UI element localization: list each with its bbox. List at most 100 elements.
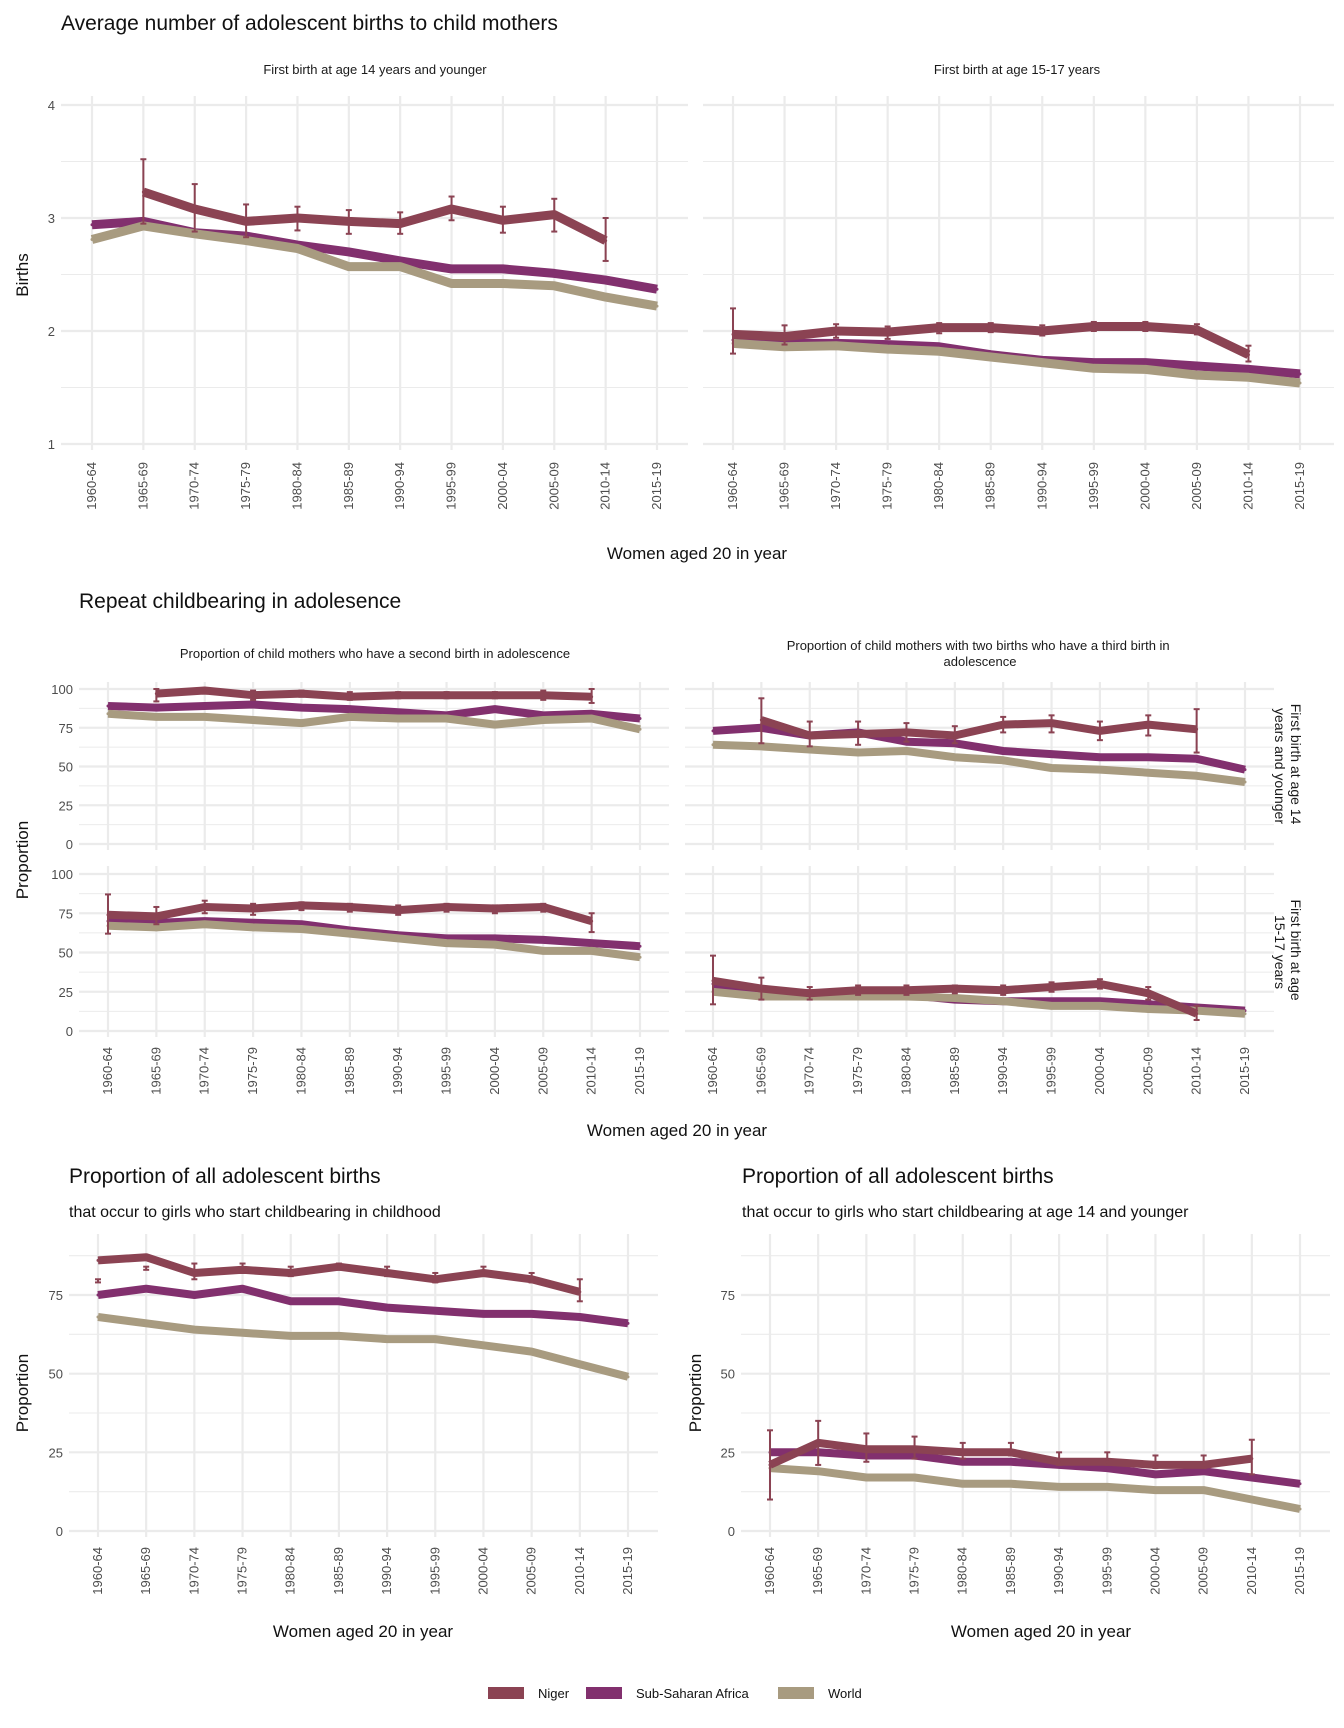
data-point — [193, 232, 197, 236]
series-line — [97, 1313, 630, 1381]
data-point — [144, 1255, 148, 1259]
data-point — [1009, 1450, 1013, 1454]
data-point — [481, 1312, 485, 1316]
data-point — [445, 716, 449, 720]
data-point — [347, 219, 351, 223]
data-point — [385, 1306, 389, 1310]
data-point — [759, 744, 763, 748]
data-point — [251, 693, 255, 697]
data-point — [1195, 727, 1199, 731]
data-point — [1092, 366, 1096, 370]
data-point — [856, 988, 860, 992]
data-point — [864, 1447, 868, 1451]
data-point — [1057, 1460, 1061, 1464]
data-point — [192, 1293, 196, 1297]
data-point — [154, 925, 158, 929]
series-niger — [95, 1253, 583, 1303]
data-point — [1298, 372, 1302, 376]
series-line — [107, 709, 641, 734]
series-niger — [105, 893, 595, 935]
data-point — [501, 267, 505, 271]
data-point — [251, 703, 255, 706]
data-point — [541, 949, 545, 953]
series-line — [97, 1284, 629, 1328]
data-point — [856, 751, 860, 755]
legend-swatch — [778, 1687, 814, 1699]
data-point — [1202, 1488, 1206, 1492]
data-point — [731, 332, 735, 336]
data-point — [193, 207, 197, 211]
x-tick-label: 2015-19 — [1237, 1047, 1252, 1095]
data-point — [1195, 774, 1199, 778]
x-tick-label: 2000-04 — [475, 1547, 490, 1595]
bottom-right-x-axis-label: Women aged 20 in year — [951, 1622, 1132, 1641]
data-point — [541, 718, 545, 722]
y-tick-label: 25 — [49, 1445, 63, 1460]
data-point — [1143, 324, 1147, 328]
data-point — [989, 326, 993, 330]
data-point — [711, 979, 715, 983]
x-tick-label: 1960-64 — [762, 1547, 777, 1595]
data-point — [348, 707, 352, 711]
data-point — [1246, 367, 1250, 371]
data-point — [808, 747, 812, 751]
svg-text:First birth at age 15-17: First birth at age 15-17 years — [1272, 899, 1304, 1004]
data-point — [192, 1328, 196, 1332]
y-tick-label: 75 — [721, 1288, 735, 1303]
data-point — [396, 908, 400, 912]
top-x-axis-label: Women aged 20 in year — [607, 544, 788, 563]
data-point — [1298, 381, 1302, 385]
data-point — [1298, 1482, 1302, 1486]
data-point — [1195, 364, 1199, 368]
data-point — [961, 1482, 965, 1486]
x-tick-label: 1970-74 — [186, 1547, 201, 1595]
data-point — [106, 712, 110, 716]
data-point — [241, 1268, 245, 1272]
data-point — [590, 941, 594, 945]
data-point — [1009, 1482, 1013, 1486]
x-tick-label: 1970-74 — [858, 1547, 873, 1595]
x-tick-label: 1960-64 — [705, 1047, 720, 1095]
x-tick-label: 1975-79 — [245, 1047, 260, 1095]
data-point — [1143, 361, 1147, 365]
data-point — [154, 914, 158, 918]
col-strip-third-birth-line2: adolescence — [944, 654, 1017, 669]
data-point — [638, 944, 642, 948]
data-point — [783, 335, 787, 339]
data-point — [953, 755, 957, 759]
y-tick-label: 3 — [48, 211, 55, 226]
data-point — [96, 1293, 100, 1297]
x-tick-label: 1985-89 — [331, 1547, 346, 1595]
data-point — [299, 692, 303, 696]
data-point — [1001, 988, 1005, 992]
data-point — [552, 284, 556, 288]
y-tick-label: 50 — [721, 1367, 735, 1382]
x-tick-label: 1990-94 — [379, 1547, 394, 1595]
x-tick-label: 2010-14 — [1244, 1547, 1259, 1595]
data-point — [385, 1337, 389, 1341]
data-point — [450, 267, 454, 271]
x-tick-label: 2015-19 — [1292, 462, 1307, 510]
data-point — [192, 1271, 196, 1275]
series-sub-saharan-africa — [96, 1284, 630, 1328]
data-point — [348, 715, 352, 719]
data-point — [1009, 1460, 1013, 1464]
data-point — [203, 905, 207, 909]
data-point — [808, 991, 812, 995]
data-point — [493, 723, 497, 727]
data-point — [501, 218, 505, 222]
top-section-title: Average number of adolescent births to c… — [61, 12, 558, 35]
data-point — [144, 1321, 148, 1325]
data-point — [1050, 766, 1054, 770]
series-line — [732, 338, 1301, 388]
x-tick-label: 1975-79 — [235, 1547, 250, 1595]
data-point — [604, 278, 608, 282]
data-point — [1001, 723, 1005, 727]
y-tick-label: 0 — [56, 1524, 63, 1539]
x-tick-label: 1965-69 — [810, 1547, 825, 1595]
data-point — [295, 247, 299, 251]
x-tick-label: 2000-04 — [1147, 1547, 1162, 1595]
x-tick-label: 1965-69 — [777, 462, 792, 510]
data-point — [1243, 1012, 1247, 1016]
data-point — [493, 943, 497, 947]
